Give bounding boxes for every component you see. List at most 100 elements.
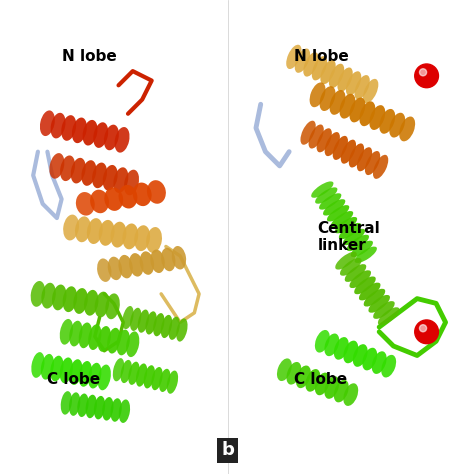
- Ellipse shape: [79, 322, 92, 348]
- Ellipse shape: [60, 319, 73, 345]
- Ellipse shape: [147, 180, 166, 204]
- Ellipse shape: [329, 90, 346, 115]
- Ellipse shape: [315, 187, 337, 204]
- Ellipse shape: [355, 246, 377, 263]
- Ellipse shape: [359, 101, 375, 126]
- Ellipse shape: [327, 205, 349, 221]
- Ellipse shape: [146, 311, 157, 335]
- Ellipse shape: [71, 158, 86, 183]
- Ellipse shape: [128, 362, 139, 385]
- Ellipse shape: [325, 132, 340, 156]
- Ellipse shape: [75, 216, 91, 242]
- Circle shape: [415, 64, 438, 88]
- Ellipse shape: [372, 351, 387, 374]
- Ellipse shape: [138, 310, 149, 333]
- Ellipse shape: [333, 136, 348, 160]
- Ellipse shape: [303, 52, 319, 77]
- Ellipse shape: [399, 117, 415, 141]
- Ellipse shape: [378, 307, 400, 325]
- Ellipse shape: [113, 167, 128, 193]
- Text: N lobe: N lobe: [294, 49, 349, 64]
- Ellipse shape: [364, 289, 385, 307]
- Ellipse shape: [363, 79, 378, 103]
- Ellipse shape: [362, 348, 377, 370]
- Ellipse shape: [365, 151, 380, 175]
- Ellipse shape: [60, 357, 73, 383]
- Ellipse shape: [146, 227, 162, 253]
- Ellipse shape: [104, 187, 123, 211]
- Ellipse shape: [340, 258, 362, 276]
- Ellipse shape: [353, 344, 368, 367]
- Ellipse shape: [110, 222, 127, 247]
- Ellipse shape: [69, 321, 82, 346]
- Text: N lobe: N lobe: [62, 49, 117, 64]
- Ellipse shape: [124, 170, 139, 195]
- Ellipse shape: [310, 82, 326, 107]
- Ellipse shape: [329, 64, 344, 88]
- Ellipse shape: [349, 270, 371, 288]
- Ellipse shape: [334, 380, 349, 402]
- Ellipse shape: [343, 383, 358, 406]
- Ellipse shape: [389, 113, 405, 137]
- Ellipse shape: [72, 118, 87, 143]
- Ellipse shape: [40, 110, 55, 136]
- Ellipse shape: [82, 120, 98, 146]
- Ellipse shape: [319, 193, 341, 210]
- Ellipse shape: [334, 337, 349, 360]
- Ellipse shape: [129, 253, 144, 277]
- Ellipse shape: [108, 256, 122, 280]
- Ellipse shape: [88, 324, 101, 350]
- Ellipse shape: [86, 395, 97, 418]
- Ellipse shape: [69, 359, 82, 385]
- Ellipse shape: [92, 163, 107, 188]
- FancyBboxPatch shape: [228, 0, 474, 474]
- Text: Central
linker: Central linker: [318, 221, 380, 253]
- Ellipse shape: [97, 258, 111, 282]
- Ellipse shape: [98, 365, 111, 390]
- Ellipse shape: [337, 67, 353, 92]
- Ellipse shape: [315, 373, 330, 395]
- Ellipse shape: [346, 71, 361, 96]
- Ellipse shape: [153, 313, 164, 336]
- Ellipse shape: [331, 211, 353, 228]
- Ellipse shape: [339, 94, 356, 118]
- Ellipse shape: [277, 358, 292, 381]
- Ellipse shape: [301, 121, 316, 145]
- Ellipse shape: [379, 109, 395, 134]
- Ellipse shape: [373, 301, 395, 319]
- Ellipse shape: [317, 128, 332, 152]
- Ellipse shape: [286, 45, 301, 69]
- Ellipse shape: [110, 398, 122, 422]
- Ellipse shape: [61, 391, 72, 415]
- Ellipse shape: [335, 217, 357, 233]
- Ellipse shape: [60, 155, 75, 181]
- Ellipse shape: [161, 248, 175, 271]
- Ellipse shape: [357, 147, 372, 171]
- Ellipse shape: [150, 249, 165, 273]
- Ellipse shape: [98, 326, 111, 352]
- Ellipse shape: [76, 192, 95, 216]
- Ellipse shape: [346, 235, 369, 251]
- Ellipse shape: [93, 122, 108, 148]
- Ellipse shape: [51, 113, 65, 138]
- Ellipse shape: [52, 284, 66, 310]
- Ellipse shape: [102, 397, 113, 420]
- Ellipse shape: [381, 355, 396, 377]
- Ellipse shape: [136, 364, 147, 387]
- Ellipse shape: [319, 86, 336, 111]
- Ellipse shape: [95, 292, 109, 318]
- Ellipse shape: [122, 306, 134, 329]
- Ellipse shape: [349, 98, 365, 122]
- Ellipse shape: [87, 218, 103, 244]
- Text: C lobe: C lobe: [294, 372, 347, 387]
- Ellipse shape: [323, 199, 346, 216]
- Ellipse shape: [79, 361, 92, 387]
- Ellipse shape: [151, 367, 163, 390]
- Ellipse shape: [144, 365, 155, 388]
- Circle shape: [419, 325, 427, 332]
- Ellipse shape: [31, 352, 45, 378]
- Ellipse shape: [126, 331, 139, 357]
- Ellipse shape: [113, 358, 124, 381]
- Ellipse shape: [133, 182, 152, 206]
- Ellipse shape: [295, 48, 310, 73]
